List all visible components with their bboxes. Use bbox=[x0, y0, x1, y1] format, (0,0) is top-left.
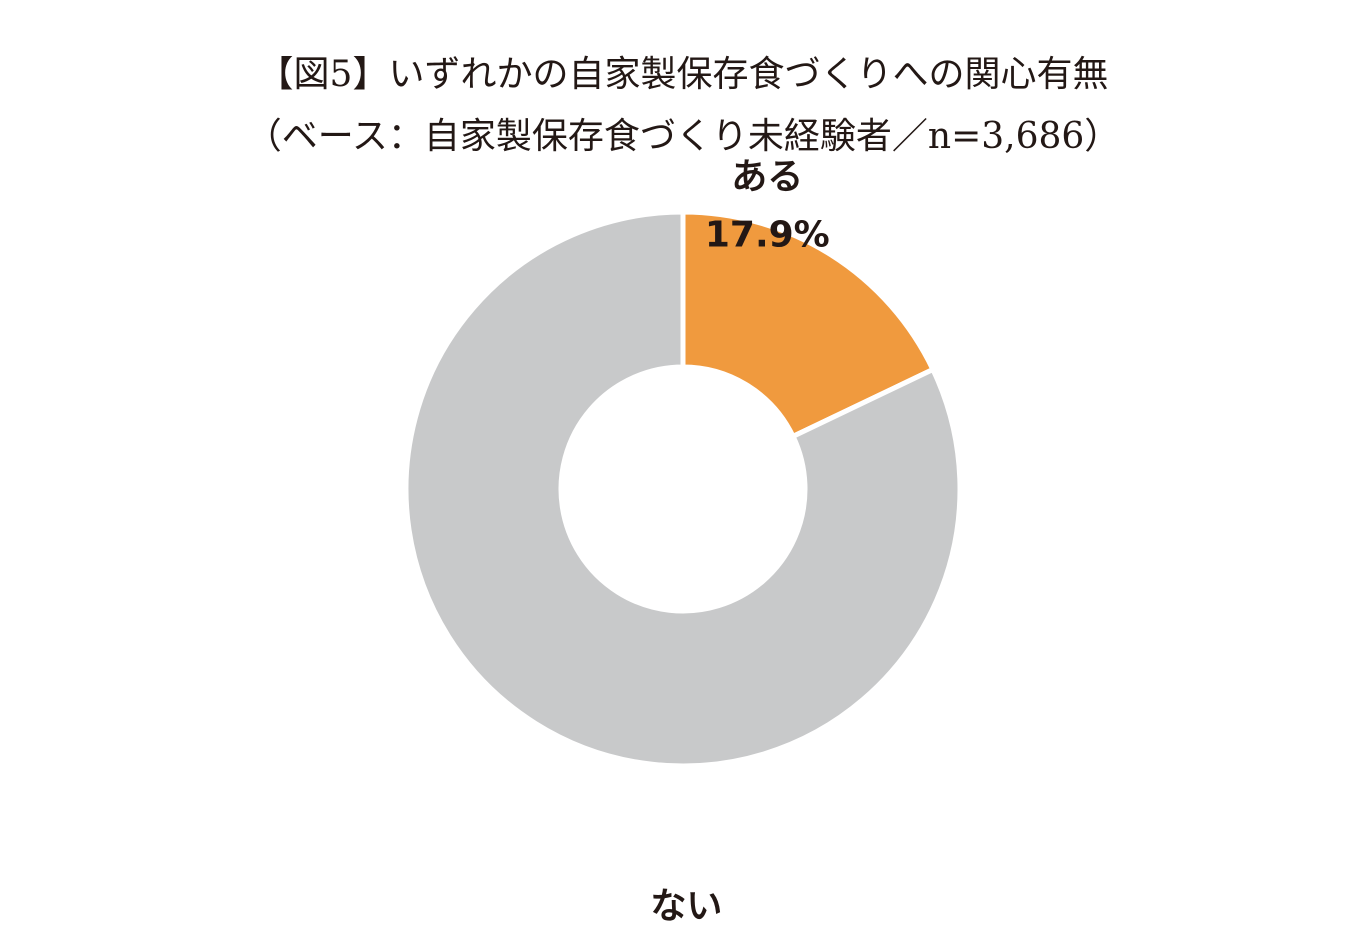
donut-slice-1 bbox=[680, 209, 937, 440]
slice-label-1: ある bbox=[731, 156, 803, 197]
chart-subtitle: （ベース：自家製保存食づくり未経験者／n=3,686） bbox=[245, 116, 1121, 157]
chart-title: 【図5】いずれかの自家製保存食づくりへの関心有無 bbox=[257, 54, 1109, 95]
slice-value-label-1: 17.9% bbox=[705, 214, 830, 255]
slice-label-2: ない bbox=[650, 886, 722, 927]
donut-slice-2 bbox=[403, 209, 963, 769]
chart-title-block: 【図5】いずれかの自家製保存食づくりへの関心有無 （ベース：自家製保存食づくり未… bbox=[0, 44, 1366, 168]
donut-slices bbox=[403, 209, 963, 769]
